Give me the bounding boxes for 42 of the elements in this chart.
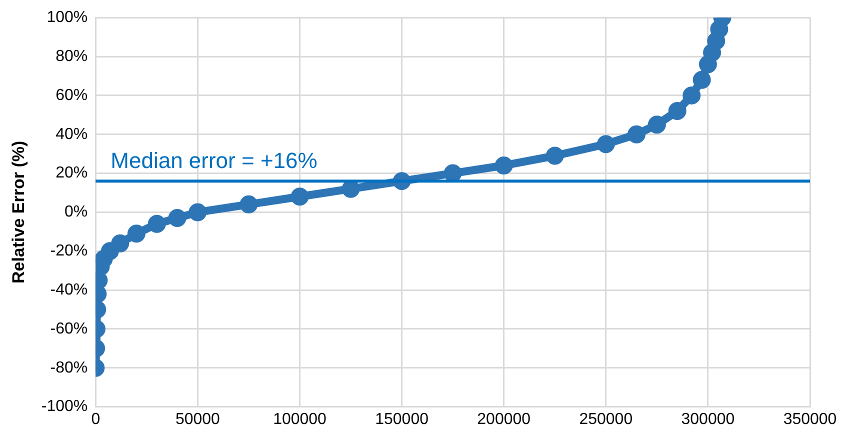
y-tick-label: 0%: [64, 204, 88, 221]
point: [707, 32, 726, 50]
x-tick-label: 0: [91, 410, 100, 428]
y-tick-label: -40%: [50, 281, 88, 298]
point: [240, 195, 258, 214]
point: [494, 156, 513, 174]
x-tick-label: 50000: [175, 410, 220, 428]
point: [290, 188, 309, 206]
y-tick-label: 40%: [56, 126, 88, 143]
y-tick-label: 60%: [56, 86, 88, 104]
point: [648, 116, 666, 134]
x-tick-label: 150000: [375, 410, 429, 428]
x-tick-label: 250000: [579, 410, 633, 428]
point: [628, 125, 646, 144]
y-axis-title: Relative Error (%): [8, 140, 28, 284]
point: [188, 203, 207, 222]
ref-line-label: Median error = +16%: [110, 148, 318, 174]
y-tick-label: 80%: [56, 48, 88, 65]
point: [546, 146, 564, 165]
x-tick-label: 300000: [681, 410, 735, 428]
point: [596, 135, 615, 154]
point: [148, 214, 166, 233]
point: [127, 224, 146, 243]
x-tick-label: 100000: [273, 410, 327, 428]
point: [111, 234, 130, 252]
point: [168, 209, 186, 228]
y-tick-label: -60%: [50, 320, 88, 338]
x-tick-label: 200000: [477, 410, 531, 428]
point: [698, 55, 717, 74]
x-tick-label: 350000: [783, 410, 837, 428]
y-tick-label: -100%: [41, 398, 88, 416]
point: [710, 20, 728, 38]
y-tick-label: 100%: [46, 9, 88, 26]
y-tick-label: 20%: [56, 164, 88, 182]
y-tick-label: -80%: [50, 359, 88, 376]
point: [692, 70, 711, 89]
y-tick-label: -20%: [50, 242, 88, 260]
point: [100, 242, 119, 260]
point: [668, 102, 686, 120]
point: [682, 86, 701, 104]
point: [703, 44, 722, 62]
point: [342, 180, 360, 198]
